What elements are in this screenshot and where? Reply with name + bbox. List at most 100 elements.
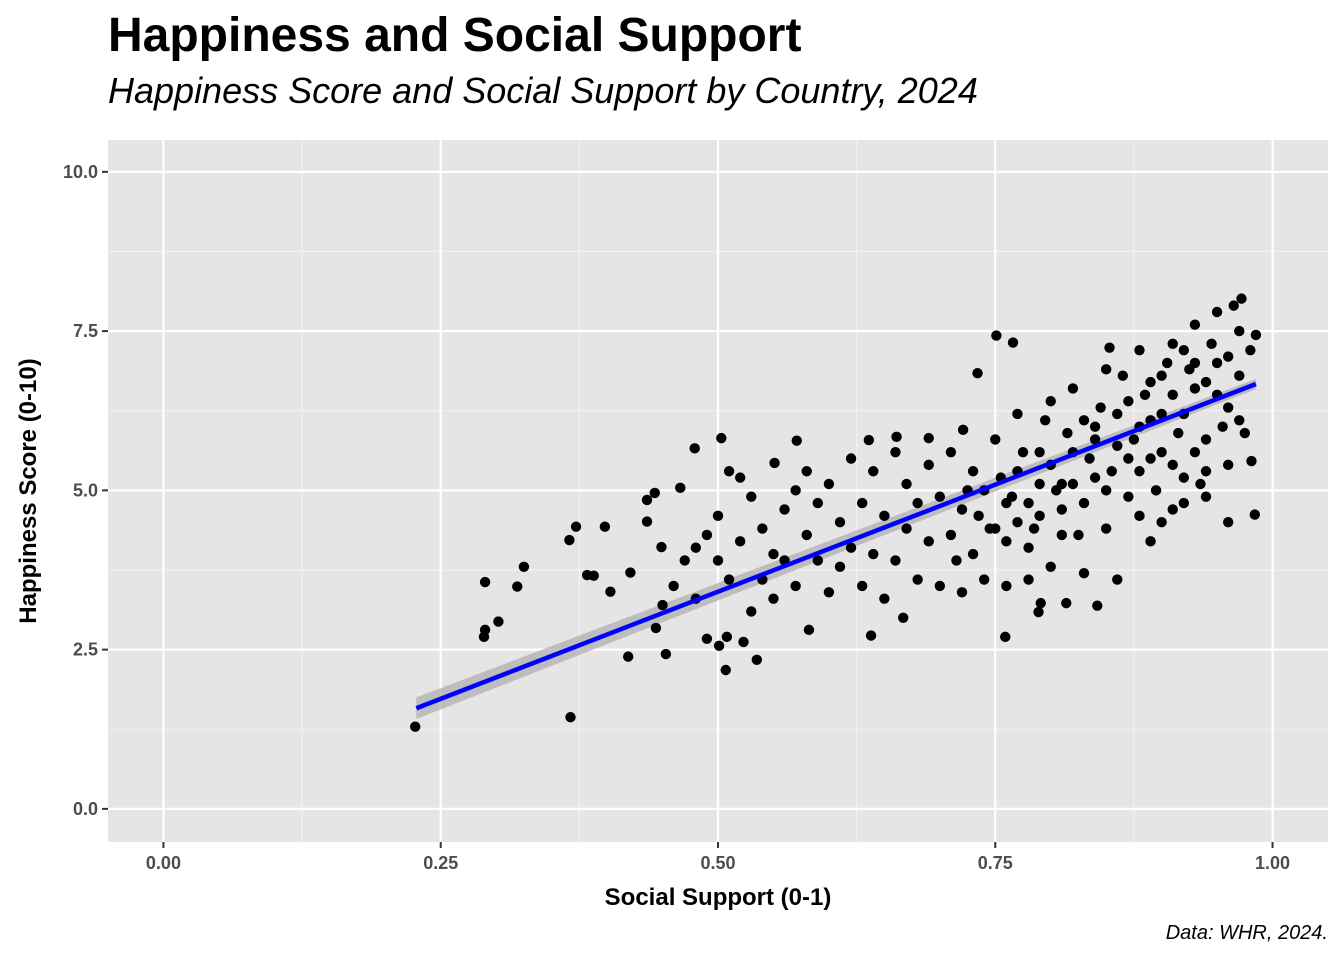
- data-point: [1089, 421, 1101, 432]
- data-point: [1211, 306, 1223, 318]
- data-point: [973, 510, 984, 522]
- data-point: [1206, 338, 1217, 350]
- data-point: [1189, 446, 1201, 458]
- data-point: [856, 580, 868, 592]
- data-point: [1239, 427, 1251, 439]
- data-point: [641, 516, 653, 527]
- data-point: [1123, 395, 1134, 407]
- data-point: [1217, 421, 1228, 432]
- data-point: [512, 581, 523, 592]
- data-point: [1039, 415, 1051, 426]
- data-point: [649, 487, 660, 499]
- data-point: [923, 432, 934, 444]
- x-tick-label: 0.00: [146, 853, 181, 873]
- data-point: [668, 580, 679, 592]
- fit-line-group: [415, 381, 1257, 711]
- data-point: [1034, 446, 1045, 458]
- data-point: [923, 459, 934, 471]
- data-point: [1134, 466, 1145, 477]
- x-tick-label: 0.75: [978, 853, 1013, 873]
- data-point: [1035, 597, 1046, 609]
- gridlines: [108, 140, 1328, 842]
- data-point: [1145, 453, 1156, 464]
- data-point: [790, 485, 801, 496]
- data-point: [746, 491, 757, 502]
- data-point: [972, 367, 983, 379]
- data-point: [1167, 504, 1178, 515]
- data-point: [890, 446, 901, 458]
- data-point: [1023, 542, 1034, 553]
- data-point: [1100, 364, 1112, 375]
- data-point: [1200, 491, 1212, 502]
- data-point: [1067, 478, 1079, 490]
- data-point: [1156, 517, 1167, 528]
- data-point: [812, 555, 824, 566]
- fit-line: [415, 381, 1257, 711]
- data-point: [1062, 427, 1073, 439]
- data-point: [1007, 337, 1019, 348]
- data-point: [565, 711, 576, 723]
- data-point: [956, 504, 968, 515]
- y-tick-label: 2.5: [73, 640, 98, 660]
- data-point: [493, 616, 504, 627]
- axis-ticks: 0.00 0.25 0.50 0.75 1.00 0.0 2.5 5.0 7.5 10.0: [63, 162, 1290, 873]
- caption: Data: WHR, 2024.: [1165, 922, 1328, 944]
- data-point: [957, 424, 969, 436]
- data-point: [716, 432, 727, 444]
- data-point: [901, 523, 912, 534]
- data-point: [1112, 440, 1123, 451]
- data-point: [1139, 389, 1151, 401]
- data-point: [622, 651, 634, 662]
- data-point: [1150, 485, 1162, 496]
- y-axis-label: Happiness Score (0-10): [15, 358, 42, 623]
- data-point: [1033, 606, 1044, 618]
- data-point: [1051, 485, 1062, 496]
- y-tick-label: 0.0: [73, 799, 98, 819]
- data-point: [657, 599, 668, 611]
- data-point: [1017, 446, 1029, 458]
- data-point: [990, 434, 1001, 445]
- data-point: [898, 612, 909, 623]
- data-point: [625, 567, 636, 578]
- data-point: [1056, 529, 1068, 541]
- data-point: [1145, 536, 1156, 547]
- data-point: [868, 466, 879, 477]
- data-point: [1067, 383, 1079, 394]
- data-point: [879, 593, 890, 604]
- data-point: [901, 478, 912, 490]
- data-point: [1100, 523, 1112, 534]
- data-point: [1045, 561, 1056, 573]
- data-point: [1189, 357, 1201, 369]
- data-point: [1195, 478, 1206, 490]
- data-point: [757, 523, 768, 534]
- data-point: [865, 630, 877, 641]
- data-point: [1078, 497, 1090, 509]
- data-point: [479, 624, 491, 636]
- data-point: [801, 466, 812, 477]
- data-point: [934, 491, 946, 502]
- data-point: [1134, 510, 1145, 522]
- data-point: [1250, 329, 1262, 341]
- data-point: [1161, 357, 1173, 369]
- data-point: [588, 570, 599, 581]
- data-point: [1228, 300, 1239, 311]
- data-point: [1000, 631, 1011, 643]
- data-point: [1123, 453, 1134, 464]
- data-point: [812, 497, 824, 509]
- data-point: [721, 631, 733, 643]
- data-point: [1200, 434, 1212, 445]
- data-point: [1189, 319, 1201, 330]
- data-point: [518, 561, 530, 573]
- data-point: [834, 561, 846, 573]
- data-point: [1112, 408, 1123, 420]
- data-point: [570, 521, 582, 532]
- data-point: [1078, 567, 1090, 579]
- x-tick-label: 0.25: [423, 853, 458, 873]
- data-point: [410, 721, 421, 732]
- data-point: [890, 555, 901, 566]
- data-point: [1056, 504, 1068, 515]
- data-point: [1117, 370, 1129, 381]
- data-point: [1061, 597, 1072, 609]
- data-point: [834, 517, 846, 528]
- data-point: [738, 636, 749, 648]
